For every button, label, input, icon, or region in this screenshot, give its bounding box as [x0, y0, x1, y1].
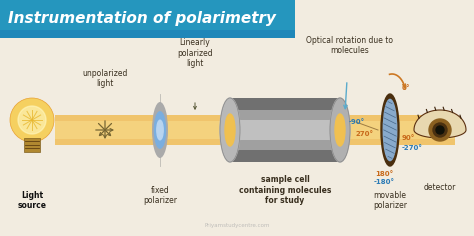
Text: -180°: -180° [374, 179, 394, 185]
Text: Linearly
polarized
light: Linearly polarized light [177, 38, 213, 68]
Ellipse shape [335, 114, 345, 146]
Circle shape [10, 98, 54, 142]
Text: 180°: 180° [375, 171, 393, 177]
Text: -90°: -90° [349, 119, 365, 125]
Ellipse shape [155, 112, 165, 148]
FancyBboxPatch shape [55, 121, 455, 139]
Text: detector: detector [424, 183, 456, 192]
FancyBboxPatch shape [230, 120, 340, 140]
Text: Optical rotation due to
molecules: Optical rotation due to molecules [307, 36, 393, 55]
Ellipse shape [383, 99, 397, 161]
FancyBboxPatch shape [55, 115, 455, 145]
Ellipse shape [152, 102, 168, 158]
FancyBboxPatch shape [0, 30, 295, 38]
FancyBboxPatch shape [24, 138, 40, 152]
Circle shape [433, 123, 447, 137]
Text: movable
polarizer: movable polarizer [373, 191, 407, 210]
Text: fixed
polarizer: fixed polarizer [143, 185, 177, 205]
Circle shape [436, 126, 444, 134]
Ellipse shape [381, 94, 399, 166]
Text: Light
source: Light source [18, 191, 46, 210]
Text: 270°: 270° [356, 131, 374, 137]
Polygon shape [414, 110, 466, 138]
Text: sample cell
containing molecules
for study: sample cell containing molecules for stu… [239, 175, 331, 205]
FancyBboxPatch shape [230, 150, 340, 162]
FancyBboxPatch shape [230, 98, 340, 162]
Ellipse shape [330, 98, 350, 162]
Circle shape [429, 119, 451, 141]
Ellipse shape [220, 98, 240, 162]
Text: 0°: 0° [402, 85, 410, 91]
Text: Instrumentation of polarimetry: Instrumentation of polarimetry [8, 12, 276, 26]
Ellipse shape [225, 114, 235, 146]
Text: 90°: 90° [402, 135, 415, 141]
FancyBboxPatch shape [0, 0, 295, 38]
Ellipse shape [157, 120, 163, 140]
Text: Priyamstudycentre.com: Priyamstudycentre.com [204, 223, 270, 228]
Text: -270°: -270° [402, 145, 423, 151]
Text: unpolarized
light: unpolarized light [82, 69, 128, 88]
Circle shape [18, 106, 46, 134]
FancyBboxPatch shape [230, 98, 340, 110]
